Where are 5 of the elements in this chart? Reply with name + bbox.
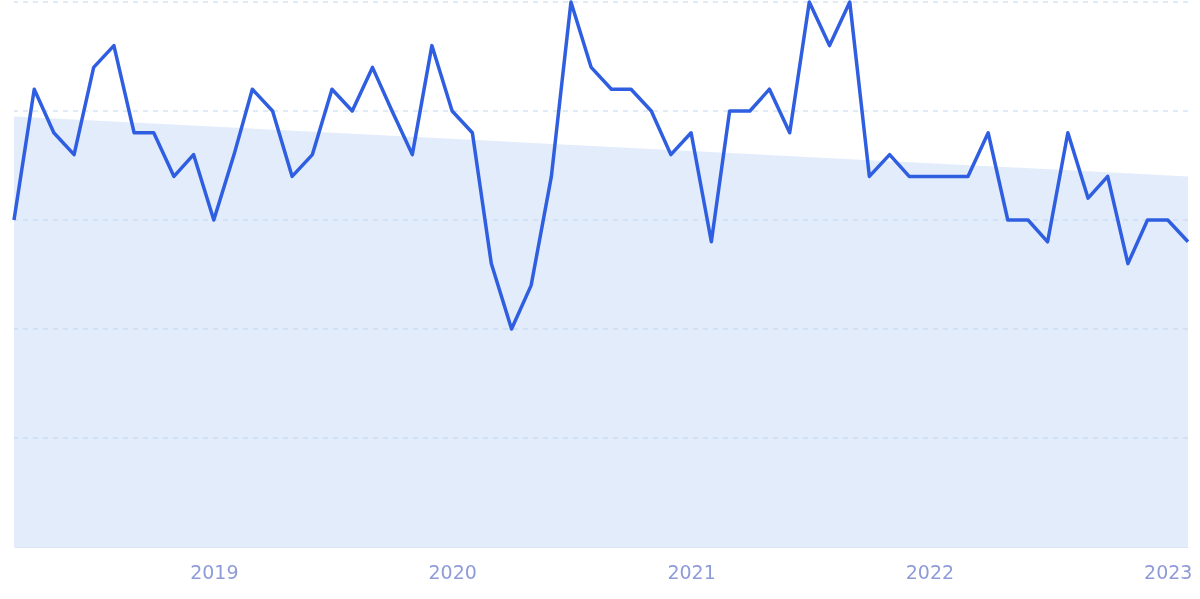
- x-tick-label: 2019: [190, 560, 239, 583]
- x-tick-label: 2021: [667, 560, 716, 583]
- x-tick-label: 2022: [905, 560, 955, 583]
- x-tick-label: 2023: [1144, 560, 1193, 583]
- x-tick-label: 2020: [428, 560, 477, 583]
